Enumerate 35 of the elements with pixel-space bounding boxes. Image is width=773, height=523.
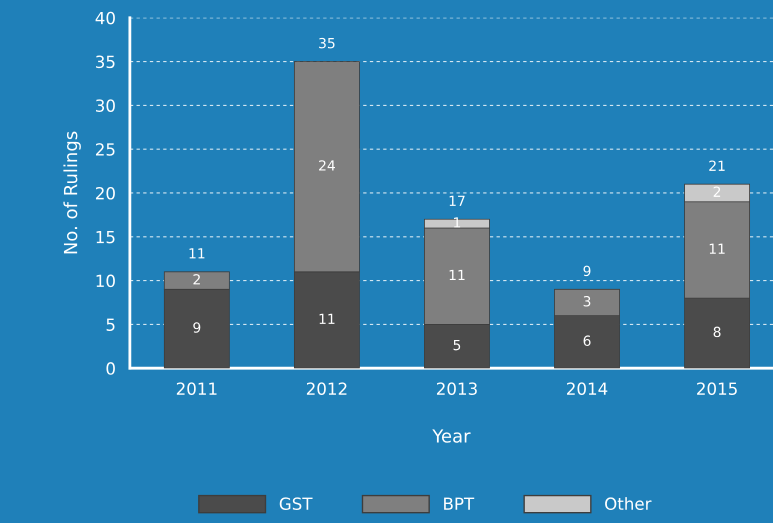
x-tick-label: 2015 xyxy=(697,382,737,395)
y-tick-label: 35 xyxy=(96,56,115,68)
y-tick-label: 20 xyxy=(96,186,115,200)
legend-label: Other xyxy=(605,497,652,510)
data-label: 11 xyxy=(450,270,465,280)
total-label: 35 xyxy=(319,38,335,48)
y-tick-label: 5 xyxy=(106,318,115,331)
legend-label: BPT xyxy=(444,498,474,510)
x-tick-label: 2012 xyxy=(306,382,346,395)
legend-label: GST xyxy=(280,497,313,510)
x-tick-label: 2011 xyxy=(176,382,217,395)
y-tick-label: 0 xyxy=(106,362,115,375)
y-tick-label: 15 xyxy=(96,230,115,244)
y-tick-label: 30 xyxy=(96,99,115,112)
data-label: 2 xyxy=(193,274,200,284)
x-tick-label: 2013 xyxy=(436,382,477,395)
x-axis-title: Year xyxy=(432,429,471,443)
data-label: 11 xyxy=(710,244,725,254)
y-tick-label: 40 xyxy=(96,12,115,24)
y-tick-label: 10 xyxy=(96,274,115,288)
x-tick-label: 2014 xyxy=(567,382,608,395)
data-label: 3 xyxy=(584,296,590,307)
y-tick-label: 25 xyxy=(96,143,115,156)
data-label: 11 xyxy=(320,314,334,324)
total-label: 11 xyxy=(190,248,204,258)
total-label: 17 xyxy=(450,196,465,206)
y-axis-title: No. of Rulings xyxy=(63,132,81,254)
data-label: 6 xyxy=(584,335,591,346)
data-label: 9 xyxy=(193,322,200,333)
data-label: 8 xyxy=(714,326,721,338)
total-label: 21 xyxy=(709,160,725,171)
total-label: 9 xyxy=(583,266,590,276)
data-label: 1 xyxy=(454,217,460,228)
data-label: 24 xyxy=(319,160,335,171)
data-label: 5 xyxy=(454,340,460,350)
